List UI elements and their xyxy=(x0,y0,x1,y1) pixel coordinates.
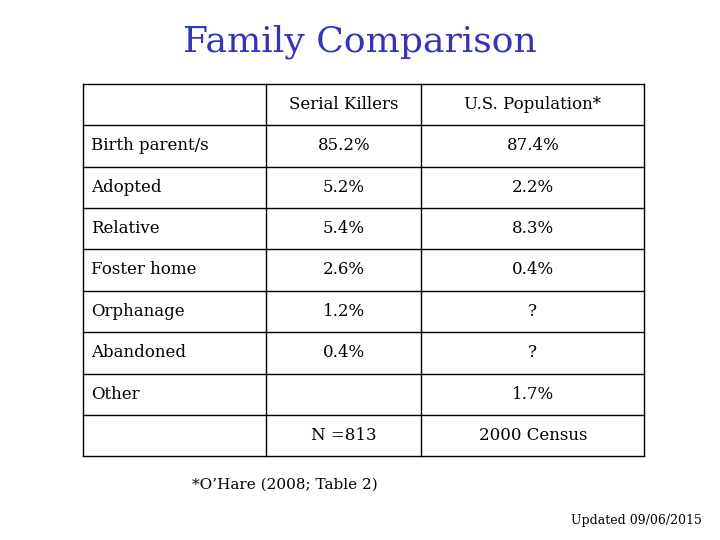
Text: Foster home: Foster home xyxy=(91,261,197,279)
Text: 0.4%: 0.4% xyxy=(323,345,365,361)
Text: Adopted: Adopted xyxy=(91,179,162,195)
Text: Family Comparison: Family Comparison xyxy=(183,24,537,59)
Text: U.S. Population*: U.S. Population* xyxy=(464,96,601,113)
Text: 5.2%: 5.2% xyxy=(323,179,365,195)
Text: 2000 Census: 2000 Census xyxy=(479,427,587,444)
Text: 8.3%: 8.3% xyxy=(512,220,554,237)
Text: 2.6%: 2.6% xyxy=(323,261,365,279)
Text: N =813: N =813 xyxy=(311,427,377,444)
Text: 0.4%: 0.4% xyxy=(512,261,554,279)
Text: Birth parent/s: Birth parent/s xyxy=(91,137,210,154)
Text: *O’Hare (2008; Table 2): *O’Hare (2008; Table 2) xyxy=(192,478,377,492)
Text: Other: Other xyxy=(91,386,140,403)
Text: Orphanage: Orphanage xyxy=(91,303,185,320)
Text: 1.2%: 1.2% xyxy=(323,303,365,320)
Text: 2.2%: 2.2% xyxy=(512,179,554,195)
Text: 1.7%: 1.7% xyxy=(512,386,554,403)
Text: 87.4%: 87.4% xyxy=(506,137,559,154)
Text: 5.4%: 5.4% xyxy=(323,220,365,237)
Text: Serial Killers: Serial Killers xyxy=(289,96,399,113)
Text: ?: ? xyxy=(528,303,537,320)
Text: Abandoned: Abandoned xyxy=(91,345,186,361)
Text: 85.2%: 85.2% xyxy=(318,137,370,154)
Text: Updated 09/06/2015: Updated 09/06/2015 xyxy=(571,514,702,527)
Text: Relative: Relative xyxy=(91,220,160,237)
Text: ?: ? xyxy=(528,345,537,361)
